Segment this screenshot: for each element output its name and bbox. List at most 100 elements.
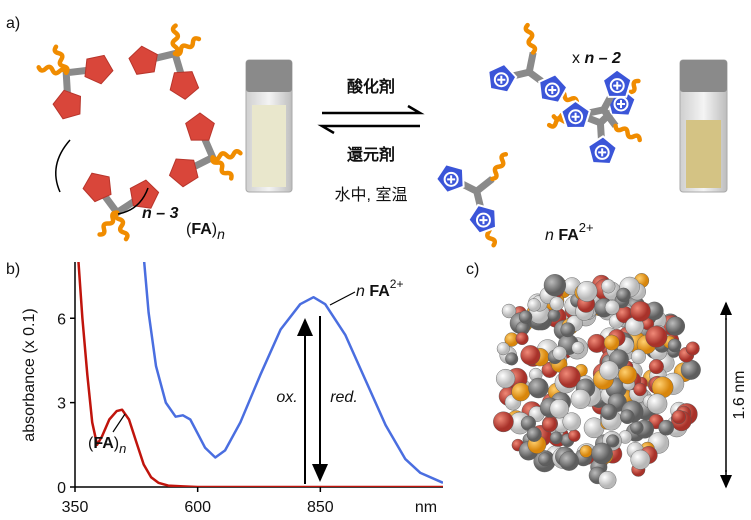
vial	[680, 60, 727, 192]
series-label: n FA2+	[356, 277, 403, 300]
scale-label: 1.6 nm	[731, 371, 748, 420]
side-chain	[116, 213, 128, 240]
atom	[617, 288, 631, 302]
atom	[668, 339, 681, 352]
atom	[561, 323, 575, 337]
x-tick-label: 600	[184, 499, 211, 516]
atom	[588, 334, 606, 352]
linker	[477, 179, 493, 191]
figure: a) 酸化剤 還元剤 水中, 室温 n – 3 (FA)n x n – 2 n …	[0, 0, 751, 520]
atom	[528, 378, 548, 398]
forward-arrow	[322, 106, 420, 113]
atom	[618, 366, 636, 384]
atom	[580, 445, 592, 457]
atom	[516, 332, 529, 345]
atom	[521, 345, 541, 365]
atom	[505, 353, 518, 366]
atom	[686, 342, 700, 356]
reductant: 還元剤	[347, 145, 395, 164]
side-chain	[526, 25, 535, 52]
reverse-arrow	[322, 126, 420, 133]
y-tick-label: 3	[57, 396, 66, 413]
panel-label: a)	[6, 15, 20, 32]
pentagon	[85, 55, 113, 83]
pentagon	[170, 72, 198, 100]
panel-label: c)	[466, 261, 479, 278]
series-label-part: 2+	[390, 277, 404, 291]
x-tick-label: 350	[62, 499, 89, 516]
atom	[528, 298, 541, 311]
atom	[605, 300, 619, 314]
caption-part: 2+	[579, 220, 594, 235]
side-chain	[175, 38, 199, 54]
pentagon	[130, 180, 158, 208]
atom	[600, 361, 619, 380]
atom	[599, 471, 617, 489]
caption-part: n	[545, 227, 558, 244]
atom	[630, 301, 650, 321]
atom	[604, 335, 619, 350]
vial	[246, 60, 292, 192]
atom	[601, 404, 617, 420]
atom	[592, 443, 613, 464]
series-label-part: n	[356, 283, 369, 300]
atom	[560, 451, 579, 470]
atom	[649, 359, 664, 374]
atom	[493, 412, 513, 432]
atom	[571, 389, 590, 408]
pentagon	[170, 159, 199, 187]
atom	[631, 349, 645, 363]
panel-a	[39, 25, 640, 245]
atom	[647, 394, 667, 414]
atom	[601, 279, 615, 293]
panel-c	[493, 273, 700, 489]
panel-label: b)	[6, 261, 20, 278]
pentagon	[129, 46, 157, 74]
x-tick-label: 850	[307, 499, 334, 516]
atom	[542, 417, 557, 432]
atom	[527, 427, 542, 442]
oxidant: 酸化剤	[347, 77, 395, 96]
series-label: (FA)n	[88, 435, 126, 456]
atom	[634, 383, 647, 396]
annotation: ox.	[276, 389, 297, 406]
caption-part: FA	[191, 221, 212, 238]
series-line	[141, 234, 443, 483]
side-chain	[492, 154, 505, 179]
series-label-part: FA	[93, 435, 114, 452]
atom	[681, 360, 701, 380]
atom	[666, 317, 685, 336]
y-tick-label: 6	[57, 311, 66, 328]
multiplier: x n – 2	[572, 50, 621, 67]
y-axis-label: absorbance (x 0.1)	[21, 308, 38, 441]
right-caption: n FA2+	[545, 220, 594, 244]
multiplier-part: n – 2	[584, 50, 621, 67]
atom	[497, 342, 510, 355]
multiplier-part: x	[572, 50, 584, 67]
atom	[548, 309, 560, 321]
atom	[646, 326, 668, 348]
atom	[659, 420, 674, 435]
label-leader	[330, 292, 355, 305]
atom	[577, 281, 597, 301]
atom	[630, 421, 643, 434]
label-leader	[113, 414, 125, 432]
atom	[631, 450, 650, 469]
atom	[496, 369, 515, 388]
atom	[572, 342, 584, 354]
page: a) 酸化剤 還元剤 水中, 室温 n – 3 (FA)n x n – 2 n …	[0, 0, 751, 520]
atom	[672, 410, 686, 424]
caption-part: n	[217, 226, 225, 242]
x-axis-label: nm	[415, 499, 437, 516]
atom	[620, 410, 634, 424]
repeat-label: n – 3	[142, 205, 179, 222]
atom	[568, 430, 580, 442]
atom	[553, 346, 567, 360]
side-chain	[100, 213, 117, 235]
annotation: red.	[330, 389, 358, 406]
repeat-bracket	[56, 140, 70, 192]
caption-part: FA	[558, 227, 579, 244]
y-tick-label: 0	[57, 480, 66, 497]
conditions: 水中, 室温	[335, 186, 408, 204]
series-label-part: n	[119, 441, 126, 456]
